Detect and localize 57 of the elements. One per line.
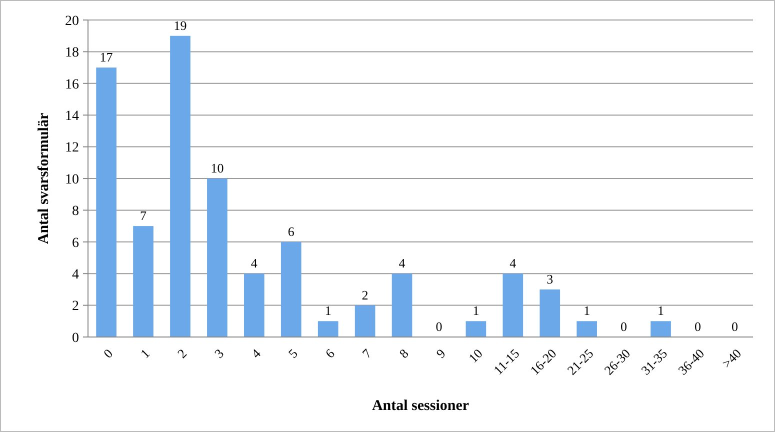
x-tick-label: 10: [465, 346, 486, 366]
data-label: 6: [288, 224, 295, 239]
x-tick-label: 4: [248, 345, 264, 361]
bar: [466, 321, 486, 337]
data-label: 10: [210, 160, 224, 176]
y-tick-label: 8: [72, 204, 79, 220]
data-label: 4: [250, 256, 258, 271]
y-tick-label: 16: [65, 77, 79, 92]
x-tick-label: 0: [100, 346, 116, 361]
bar: [576, 321, 598, 337]
data-label: 4: [510, 256, 517, 271]
x-tick-label: 8: [396, 346, 412, 361]
x-tick-label: >40: [719, 346, 744, 371]
x-tick-label: 1: [137, 346, 153, 361]
bar: [540, 289, 560, 337]
y-tick-label: 2: [72, 299, 79, 314]
bar: [318, 321, 338, 337]
y-tick-label: 10: [65, 172, 79, 188]
x-tick-label: 2: [174, 346, 190, 361]
y-tick-label: 18: [65, 46, 79, 61]
data-label: 1: [584, 303, 590, 318]
data-label: 2: [362, 287, 368, 302]
y-tick-label: 0: [72, 330, 79, 346]
x-tick-label: 7: [359, 345, 375, 361]
data-label: 1: [324, 303, 332, 318]
data-label: 4: [398, 256, 406, 271]
bar: [280, 242, 302, 337]
data-label: 1: [472, 303, 480, 318]
x-tick-label: 3: [211, 346, 227, 361]
bar: [170, 36, 190, 337]
data-label: 19: [174, 18, 187, 33]
y-tick-label: 20: [65, 14, 79, 29]
x-tick-label: 5: [285, 346, 300, 361]
bar: [207, 178, 228, 337]
data-label: 0: [731, 319, 738, 334]
bar: [392, 274, 412, 337]
x-tick-label: 9: [433, 346, 448, 361]
data-label: 1: [658, 303, 664, 318]
x-tick-label: 6: [322, 345, 338, 361]
bar: [96, 68, 116, 337]
data-label: 3: [546, 271, 554, 286]
data-label: 0: [620, 319, 628, 334]
data-label: 7: [140, 208, 148, 224]
y-tick-label: 6: [72, 236, 79, 251]
bar: [244, 274, 264, 337]
y-tick-label: 14: [65, 109, 79, 124]
y-tick-label: 4: [72, 268, 79, 282]
data-label: 0: [694, 319, 701, 334]
y-axis-title: Antal svarsformulär: [36, 112, 52, 244]
y-tick-label: 12: [65, 140, 79, 156]
bar: [502, 274, 524, 337]
x-axis-title: Antal sessioner: [372, 398, 470, 414]
bar: [650, 321, 671, 337]
bar: [354, 305, 376, 337]
data-label: 17: [100, 50, 114, 65]
data-label: 0: [436, 319, 442, 334]
bar: [133, 226, 154, 337]
